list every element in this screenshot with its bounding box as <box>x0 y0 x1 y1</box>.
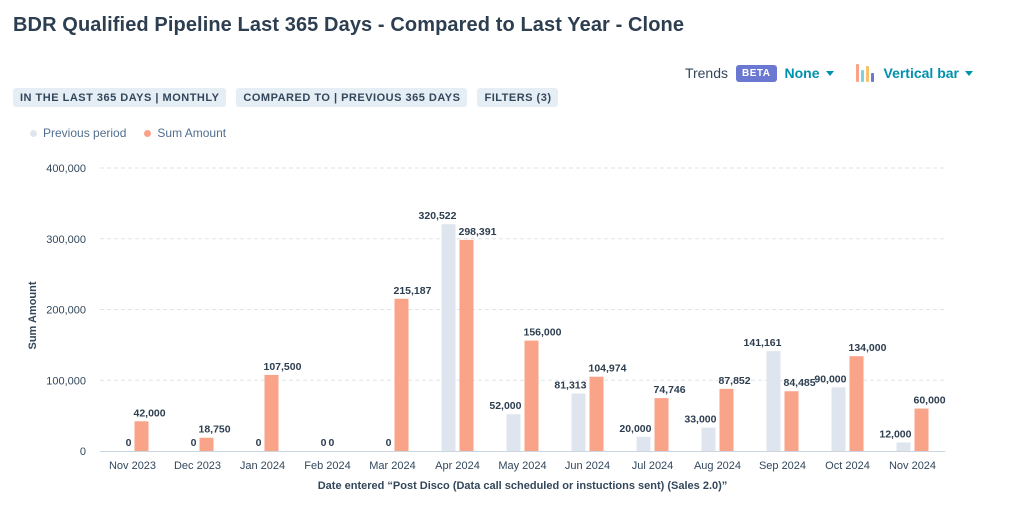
data-label-sum: 104,974 <box>589 363 627 375</box>
y-tick-label: 200,000 <box>46 305 86 317</box>
y-tick-label: 400,000 <box>46 163 86 175</box>
data-label-sum: 134,000 <box>849 342 887 354</box>
x-tick-label: Aug 2024 <box>694 460 741 472</box>
bar-sum-amount <box>394 298 409 451</box>
x-tick-label: Apr 2024 <box>435 460 480 472</box>
data-label-sum: 18,750 <box>199 424 231 436</box>
bar-sum-amount <box>524 340 539 451</box>
trends-dropdown-value: None <box>784 65 820 81</box>
y-axis-title: Sum Amount <box>27 281 39 349</box>
data-label-sum: 107,500 <box>264 361 302 373</box>
x-tick-label: Nov 2023 <box>109 460 156 472</box>
data-label-previous: 0 <box>191 437 197 449</box>
bar-previous-period <box>701 427 716 451</box>
legend-label: Sum Amount <box>157 126 227 140</box>
bar-previous-period <box>636 436 651 451</box>
bar-sum-amount <box>199 437 214 451</box>
bar-sum-amount <box>719 388 734 451</box>
chevron-down-icon <box>825 70 834 76</box>
bar-previous-period <box>766 351 781 451</box>
data-label-sum: 87,852 <box>719 375 751 387</box>
data-label-previous: 320,522 <box>419 210 457 222</box>
data-label-previous: 0 <box>321 437 327 449</box>
legend-item-previous[interactable]: Previous period <box>30 126 126 140</box>
data-label-previous: 0 <box>126 437 132 449</box>
data-label-previous: 81,313 <box>554 379 586 391</box>
legend-dot <box>30 129 37 137</box>
data-label-sum: 215,187 <box>394 285 432 297</box>
vertical-bar-chart-icon <box>855 64 874 82</box>
trends-dropdown[interactable]: None <box>785 65 834 81</box>
data-label-previous: 0 <box>256 437 262 449</box>
chart-legend: Previous period Sum Amount <box>30 126 226 140</box>
data-label-sum: 42,000 <box>134 407 166 419</box>
data-label-sum: 74,746 <box>654 384 686 396</box>
bar-previous-period <box>831 387 846 451</box>
chart-toolbar: Trends BETA None Vertical bar <box>685 60 973 86</box>
data-label-previous: 12,000 <box>879 429 911 441</box>
chart-type-dropdown[interactable]: Vertical bar <box>855 64 973 82</box>
legend-dot <box>144 129 152 137</box>
bar-sum-amount <box>459 239 474 451</box>
data-label-previous: 52,000 <box>489 400 521 412</box>
legend-item-current[interactable]: Sum Amount <box>144 126 226 140</box>
bar-sum-amount <box>784 391 799 451</box>
bar-previous-period <box>571 393 586 451</box>
data-label-sum: 156,000 <box>524 327 562 339</box>
chevron-down-icon <box>965 70 973 76</box>
trends-label: Trends <box>684 65 729 81</box>
bar-previous-period <box>896 442 911 451</box>
y-tick-label: 0 <box>80 446 86 458</box>
compare-chip[interactable]: COMPARED TO | PREVIOUS 365 DAYS <box>236 88 468 107</box>
data-label-previous: 20,000 <box>619 423 651 435</box>
bar-sum-amount <box>914 408 929 451</box>
x-tick-label: Jan 2024 <box>240 460 285 472</box>
y-tick-label: 300,000 <box>46 234 86 246</box>
data-label-sum: 298,391 <box>459 226 497 238</box>
bar-sum-amount <box>264 374 279 451</box>
data-label-sum: 84,485 <box>784 377 816 389</box>
data-label-previous: 0 <box>386 437 392 449</box>
data-label-sum: 0 <box>329 437 335 449</box>
data-label-previous: 141,161 <box>744 337 782 349</box>
bar-sum-amount <box>654 398 669 451</box>
x-tick-label: Jun 2024 <box>565 460 610 472</box>
bar-sum-amount <box>134 421 149 451</box>
chart-type-value: Vertical bar <box>883 65 960 81</box>
bar-previous-period <box>506 414 521 451</box>
x-tick-label: May 2024 <box>498 460 546 472</box>
x-tick-label: Oct 2024 <box>825 460 870 472</box>
x-tick-label: Mar 2024 <box>369 460 415 472</box>
legend-label: Previous period <box>43 126 127 140</box>
x-tick-label: Nov 2024 <box>889 460 936 472</box>
filter-chips: IN THE LAST 365 DAYS | MONTHLY COMPARED … <box>13 88 559 107</box>
bar-previous-period <box>441 224 456 451</box>
data-label-sum: 60,000 <box>914 395 946 407</box>
page-title: BDR Qualified Pipeline Last 365 Days - C… <box>13 14 685 36</box>
x-tick-label: Jul 2024 <box>632 460 674 472</box>
data-label-previous: 33,000 <box>684 414 716 426</box>
x-tick-label: Feb 2024 <box>304 460 350 472</box>
y-tick-label: 100,000 <box>46 375 86 387</box>
beta-badge: BETA <box>736 64 777 82</box>
data-label-previous: 90,000 <box>814 373 846 385</box>
date-range-chip[interactable]: IN THE LAST 365 DAYS | MONTHLY <box>13 88 227 107</box>
x-axis-title: Date entered “Post Disco (Data call sche… <box>318 480 728 492</box>
x-tick-label: Dec 2023 <box>174 460 221 472</box>
bar-sum-amount <box>849 356 864 451</box>
x-tick-label: Sep 2024 <box>759 460 806 472</box>
bar-sum-amount <box>589 376 604 451</box>
filters-chip[interactable]: FILTERS (3) <box>477 88 559 107</box>
